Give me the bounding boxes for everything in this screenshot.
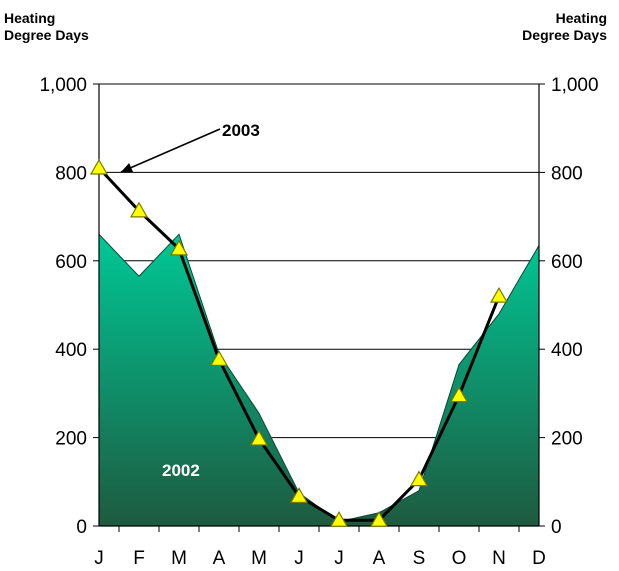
series-2002-area-group bbox=[98, 233, 540, 527]
right-y-tick-label: 1,000 bbox=[551, 75, 599, 96]
series-2003-marker bbox=[289, 487, 309, 503]
right-axis-title-line2: Degree Days bbox=[522, 27, 607, 43]
annotation-2003-arrowhead bbox=[121, 163, 134, 173]
series-2003-marker bbox=[169, 239, 189, 256]
series-2003-marker bbox=[369, 511, 389, 527]
series-2003-line-group bbox=[89, 158, 509, 527]
right-y-tick-label: 0 bbox=[551, 517, 562, 538]
labels: 0 0 200 200 400 400 600 600 800 800 1,000 1,000 J F M A… bbox=[39, 75, 598, 569]
x-tick-label: N bbox=[492, 548, 506, 569]
x-tick-label: J bbox=[334, 548, 344, 569]
x-tick-label: D bbox=[532, 548, 546, 569]
right-y-tick-label: 600 bbox=[551, 252, 583, 273]
x-tick-label: O bbox=[452, 548, 467, 569]
left-axis-title: Heating Degree Days bbox=[4, 10, 89, 44]
right-y-tick-label: 400 bbox=[551, 340, 583, 361]
x-tick-label: J bbox=[294, 548, 304, 569]
series-2003-marker bbox=[489, 286, 509, 303]
left-y-tick-label: 1,000 bbox=[39, 75, 87, 96]
series-2003-label: 2003 bbox=[222, 121, 260, 140]
x-tick-label: M bbox=[251, 548, 267, 569]
left-axis-title-line1: Heating bbox=[4, 10, 56, 26]
series-2003-marker bbox=[409, 470, 429, 487]
x-tick-label: S bbox=[413, 548, 426, 569]
right-y-tick-label: 200 bbox=[551, 429, 583, 450]
x-tick-label: M bbox=[171, 548, 187, 569]
left-y-tick-label: 400 bbox=[55, 340, 87, 361]
right-axis-title: Heating Degree Days bbox=[522, 10, 607, 44]
series-2003-marker bbox=[129, 201, 149, 218]
series-2002-area bbox=[98, 233, 540, 527]
right-axis-title-line1: Heating bbox=[555, 10, 607, 26]
x-tick-label: A bbox=[373, 548, 386, 569]
left-y-tick-label: 600 bbox=[55, 252, 87, 273]
series-2003-marker bbox=[249, 429, 269, 446]
series-2002-label: 2002 bbox=[162, 461, 200, 480]
x-tick-label: F bbox=[133, 548, 145, 569]
x-tick-label: J bbox=[94, 548, 104, 569]
x-tick-label: A bbox=[213, 548, 226, 569]
right-y-tick-label: 800 bbox=[551, 163, 583, 184]
left-y-tick-label: 200 bbox=[55, 429, 87, 450]
series-2003-marker bbox=[329, 511, 349, 527]
series-2003-marker bbox=[209, 350, 229, 366]
annotation-2003-arrow-line bbox=[120, 128, 221, 173]
left-y-tick-label: 800 bbox=[55, 163, 87, 184]
left-axis-title-line2: Degree Days bbox=[4, 27, 89, 43]
left-y-tick-label: 0 bbox=[76, 517, 87, 538]
series-2003-marker bbox=[449, 386, 469, 403]
series-2003-marker bbox=[89, 158, 109, 175]
